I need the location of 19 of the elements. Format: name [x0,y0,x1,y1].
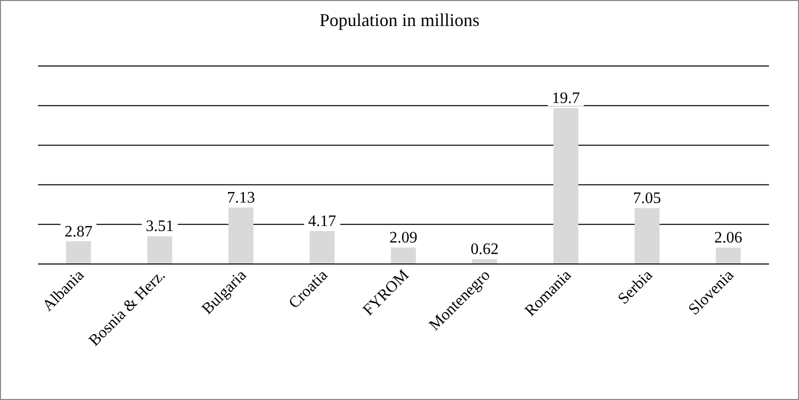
bar [634,208,660,264]
data-label: 2.06 [714,230,742,247]
data-label: 3.51 [146,218,174,236]
bar [228,208,254,264]
data-label: 2.09 [389,229,418,246]
bar [390,247,416,264]
bar [553,108,578,264]
data-label: 19.7 [552,90,580,107]
bar [310,230,335,264]
data-label: 2.87 [64,223,92,240]
bar [472,259,498,264]
data-label: 7.05 [633,190,662,208]
bar [66,241,91,264]
bar [147,236,172,264]
bar [716,248,741,264]
data-label: 0.62 [470,241,499,258]
data-label: 7.13 [226,190,255,207]
data-label: 4.17 [308,212,336,230]
chart-title: Population in millions [318,10,480,31]
